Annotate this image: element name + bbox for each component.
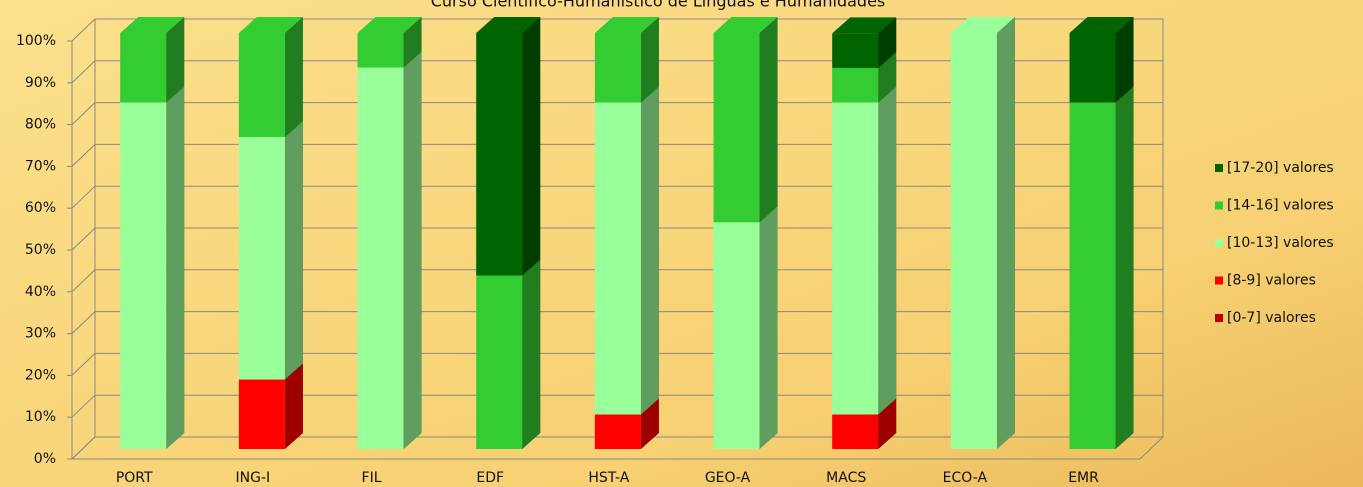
y-tick-label: 0%: [34, 451, 56, 467]
y-tick-label: 40%: [25, 284, 56, 300]
bar-side: [284, 17, 303, 137]
bar: [713, 33, 760, 223]
grid-line: [71, 143, 1163, 167]
grid-line: [71, 311, 1163, 334]
y-tick-label: 20%: [25, 367, 56, 383]
bar: [357, 33, 404, 68]
bar: [594, 33, 641, 103]
y-tick-label: 80%: [25, 117, 56, 133]
x-tick-label: FIL: [362, 470, 382, 486]
bar-top: [120, 17, 185, 33]
bar-top: [238, 17, 303, 33]
grid-line: [71, 185, 1163, 209]
bar-side: [640, 86, 659, 415]
x-tick-label: EMR: [1068, 470, 1099, 486]
bar-side: [878, 17, 897, 68]
bar: [1069, 102, 1116, 450]
grid-line: [71, 269, 1163, 293]
bar-side: [996, 17, 1015, 449]
grid-line: [71, 102, 1163, 125]
bar: [238, 33, 285, 137]
bar-side: [522, 259, 541, 449]
bar-side: [284, 121, 303, 380]
bar: [238, 379, 285, 449]
bar-side: [759, 206, 778, 449]
legend-label: [17-20] valores: [1227, 160, 1334, 176]
bar-top: [713, 17, 778, 33]
grid-line: [71, 352, 1163, 376]
bar-side: [166, 86, 185, 450]
bar: [594, 414, 641, 449]
legend-swatch: [1215, 276, 1223, 285]
y-tick-label: 10%: [25, 409, 56, 425]
bar-side: [878, 86, 897, 415]
x-tick-label: ECO-A: [943, 470, 988, 486]
bar: [357, 67, 404, 449]
bar: [120, 33, 167, 103]
bar: [1069, 33, 1116, 103]
chart-title: Curso Científico-Humanístico de Línguas …: [431, 0, 886, 11]
x-tick-label: HST-A: [588, 470, 629, 486]
bar-side: [166, 17, 185, 103]
x-tick-label: PORT: [116, 470, 153, 486]
bar-side: [1115, 86, 1134, 450]
bar: [832, 414, 879, 449]
bar: [832, 33, 879, 68]
legend-label: [14-16] valores: [1227, 198, 1334, 214]
bar: [832, 67, 879, 103]
bar-side: [403, 17, 422, 68]
bar-top: [357, 17, 422, 33]
bar-side: [522, 17, 541, 276]
bar-side: [640, 398, 659, 449]
legend-swatch: [1215, 201, 1223, 210]
grid-line: [71, 18, 1163, 42]
bar-side: [403, 51, 422, 449]
y-tick-label: 30%: [25, 326, 56, 342]
bar-side: [640, 17, 659, 103]
grid-line: [71, 227, 1163, 251]
bar: [594, 102, 641, 415]
bar-side: [878, 398, 897, 449]
bar-top: [832, 17, 897, 34]
bar-side: [1115, 17, 1134, 103]
legend-label: [0-7] valores: [1227, 310, 1316, 326]
bar: [476, 275, 523, 449]
legend-swatch: [1215, 314, 1223, 322]
legend-swatch: [1215, 239, 1223, 247]
x-tick-label: EDF: [476, 470, 504, 486]
bar-top: [594, 17, 659, 33]
legend-label: [8-9] valores: [1227, 273, 1316, 289]
bar: [950, 33, 997, 449]
y-tick-label: 60%: [25, 200, 56, 216]
grid-line: [71, 60, 1163, 84]
grid-line: [71, 394, 1163, 418]
y-tick-label: 50%: [25, 242, 56, 258]
legend-swatch: [1215, 164, 1223, 172]
legend-label: [10-13] valores: [1227, 235, 1334, 251]
bar: [832, 102, 879, 415]
bar-top: [1069, 17, 1134, 33]
y-tick-label: 100%: [16, 33, 56, 49]
x-tick-label: MACS: [826, 470, 866, 486]
bar-side: [284, 363, 303, 449]
x-tick-label: GEO-A: [705, 470, 751, 486]
bar-top: [950, 17, 1015, 33]
bar: [476, 33, 523, 276]
bar: [120, 102, 167, 450]
bar-top: [476, 17, 541, 33]
grid-line: [71, 436, 1163, 460]
x-tick-label: ING-I: [236, 470, 271, 486]
bar: [713, 222, 760, 449]
bar-side: [759, 17, 778, 223]
bar-side: [878, 51, 897, 103]
y-tick-label: 90%: [25, 75, 56, 91]
y-tick-label: 70%: [25, 158, 56, 174]
bar: [238, 137, 285, 380]
